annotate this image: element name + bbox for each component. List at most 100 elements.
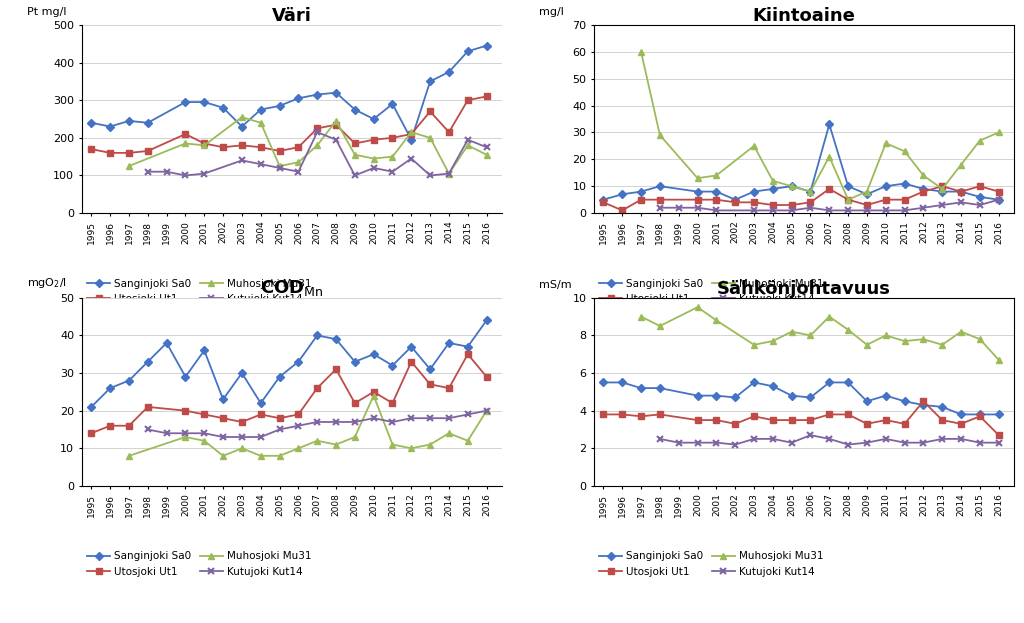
Sanginjoki Sa0: [330, 335, 342, 343]
Utosjoki Ut1: [936, 183, 948, 190]
Utosjoki Ut1: [823, 411, 836, 418]
Muhosjoki Mu31: [880, 331, 892, 339]
Kutujoki Kut14: [936, 435, 948, 442]
Sanginjoki Sa0: [635, 384, 647, 392]
Utosjoki Ut1: [597, 411, 609, 418]
Line: Sanginjoki Sa0: Sanginjoki Sa0: [600, 379, 1001, 417]
Muhosjoki Mu31: [767, 337, 779, 345]
Muhosjoki Mu31: [898, 148, 910, 155]
Sanginjoki Sa0: [161, 339, 173, 346]
Sanginjoki Sa0: [691, 188, 703, 196]
Title: Väri: Väri: [271, 7, 311, 25]
Utosjoki Ut1: [236, 418, 248, 426]
Sanginjoki Sa0: [311, 331, 324, 339]
Kutujoki Kut14: [273, 426, 286, 433]
Utosjoki Ut1: [711, 416, 723, 424]
Line: Muhosjoki Mu31: Muhosjoki Mu31: [126, 392, 489, 459]
Utosjoki Ut1: [861, 201, 873, 209]
Line: Kutujoki Kut14: Kutujoki Kut14: [144, 129, 489, 179]
Muhosjoki Mu31: [918, 335, 930, 343]
Sanginjoki Sa0: [386, 100, 398, 108]
Line: Muhosjoki Mu31: Muhosjoki Mu31: [638, 304, 1001, 363]
Utosjoki Ut1: [255, 411, 267, 418]
Sanginjoki Sa0: [480, 42, 493, 49]
Kutujoki Kut14: [161, 429, 173, 437]
Utosjoki Ut1: [785, 416, 798, 424]
Utosjoki Ut1: [729, 199, 741, 206]
Kutujoki Kut14: [198, 170, 210, 178]
Sanginjoki Sa0: [406, 343, 418, 350]
Utosjoki Ut1: [785, 201, 798, 209]
Muhosjoki Mu31: [653, 131, 666, 139]
Sanginjoki Sa0: [330, 89, 342, 97]
Sanginjoki Sa0: [292, 358, 304, 366]
Sanginjoki Sa0: [349, 358, 361, 366]
Kutujoki Kut14: [480, 143, 493, 151]
Utosjoki Ut1: [955, 420, 968, 427]
Sanginjoki Sa0: [123, 117, 135, 125]
Muhosjoki Mu31: [974, 335, 986, 343]
Kutujoki Kut14: [406, 414, 418, 422]
Kutujoki Kut14: [918, 204, 930, 211]
Utosjoki Ut1: [104, 422, 117, 429]
Sanginjoki Sa0: [217, 396, 229, 403]
Muhosjoki Mu31: [311, 437, 324, 445]
Utosjoki Ut1: [918, 397, 930, 405]
Sanginjoki Sa0: [748, 379, 760, 386]
Line: Utosjoki Ut1: Utosjoki Ut1: [88, 93, 489, 156]
Muhosjoki Mu31: [748, 341, 760, 348]
Utosjoki Ut1: [386, 134, 398, 141]
Legend: Sanginjoki Sa0, Utosjoki Ut1, Muhosjoki Mu31, Kutujoki Kut14: Sanginjoki Sa0, Utosjoki Ut1, Muhosjoki …: [87, 551, 311, 576]
Legend: Sanginjoki Sa0, Utosjoki Ut1, Muhosjoki Mu31, Kutujoki Kut14: Sanginjoki Sa0, Utosjoki Ut1, Muhosjoki …: [87, 278, 311, 304]
Muhosjoki Mu31: [179, 140, 191, 147]
Muhosjoki Mu31: [123, 163, 135, 170]
Utosjoki Ut1: [406, 130, 418, 138]
Muhosjoki Mu31: [442, 429, 455, 437]
Sanginjoki Sa0: [785, 392, 798, 399]
Muhosjoki Mu31: [349, 433, 361, 440]
Kutujoki Kut14: [673, 439, 685, 447]
Muhosjoki Mu31: [462, 141, 474, 149]
Utosjoki Ut1: [141, 147, 154, 155]
Muhosjoki Mu31: [424, 134, 436, 141]
Kutujoki Kut14: [236, 156, 248, 164]
Sanginjoki Sa0: [861, 397, 873, 405]
Muhosjoki Mu31: [236, 113, 248, 121]
Kutujoki Kut14: [898, 207, 910, 214]
Utosjoki Ut1: [842, 196, 854, 203]
Text: mS/m: mS/m: [540, 280, 572, 290]
Sanginjoki Sa0: [255, 399, 267, 407]
Sanginjoki Sa0: [729, 394, 741, 401]
Kutujoki Kut14: [861, 439, 873, 447]
Kutujoki Kut14: [804, 431, 816, 439]
Muhosjoki Mu31: [236, 445, 248, 452]
Sanginjoki Sa0: [255, 106, 267, 113]
Muhosjoki Mu31: [368, 392, 380, 399]
Utosjoki Ut1: [198, 411, 210, 418]
Kutujoki Kut14: [179, 172, 191, 179]
Sanginjoki Sa0: [442, 69, 455, 76]
Utosjoki Ut1: [123, 149, 135, 156]
Kutujoki Kut14: [236, 433, 248, 440]
Utosjoki Ut1: [597, 199, 609, 206]
Kutujoki Kut14: [974, 439, 986, 447]
Muhosjoki Mu31: [711, 316, 723, 324]
Muhosjoki Mu31: [691, 303, 703, 311]
Utosjoki Ut1: [992, 188, 1005, 196]
Sanginjoki Sa0: [748, 188, 760, 196]
Sanginjoki Sa0: [311, 91, 324, 98]
Utosjoki Ut1: [85, 145, 97, 153]
Muhosjoki Mu31: [198, 437, 210, 445]
Sanginjoki Sa0: [823, 121, 836, 128]
Sanginjoki Sa0: [804, 394, 816, 401]
Line: Sanginjoki Sa0: Sanginjoki Sa0: [600, 121, 1001, 202]
Kutujoki Kut14: [918, 439, 930, 447]
Utosjoki Ut1: [85, 429, 97, 437]
Sanginjoki Sa0: [85, 119, 97, 126]
Sanginjoki Sa0: [424, 78, 436, 85]
Muhosjoki Mu31: [898, 337, 910, 345]
Kutujoki Kut14: [711, 439, 723, 447]
Kutujoki Kut14: [255, 161, 267, 168]
Kutujoki Kut14: [386, 168, 398, 176]
Utosjoki Ut1: [616, 207, 629, 214]
